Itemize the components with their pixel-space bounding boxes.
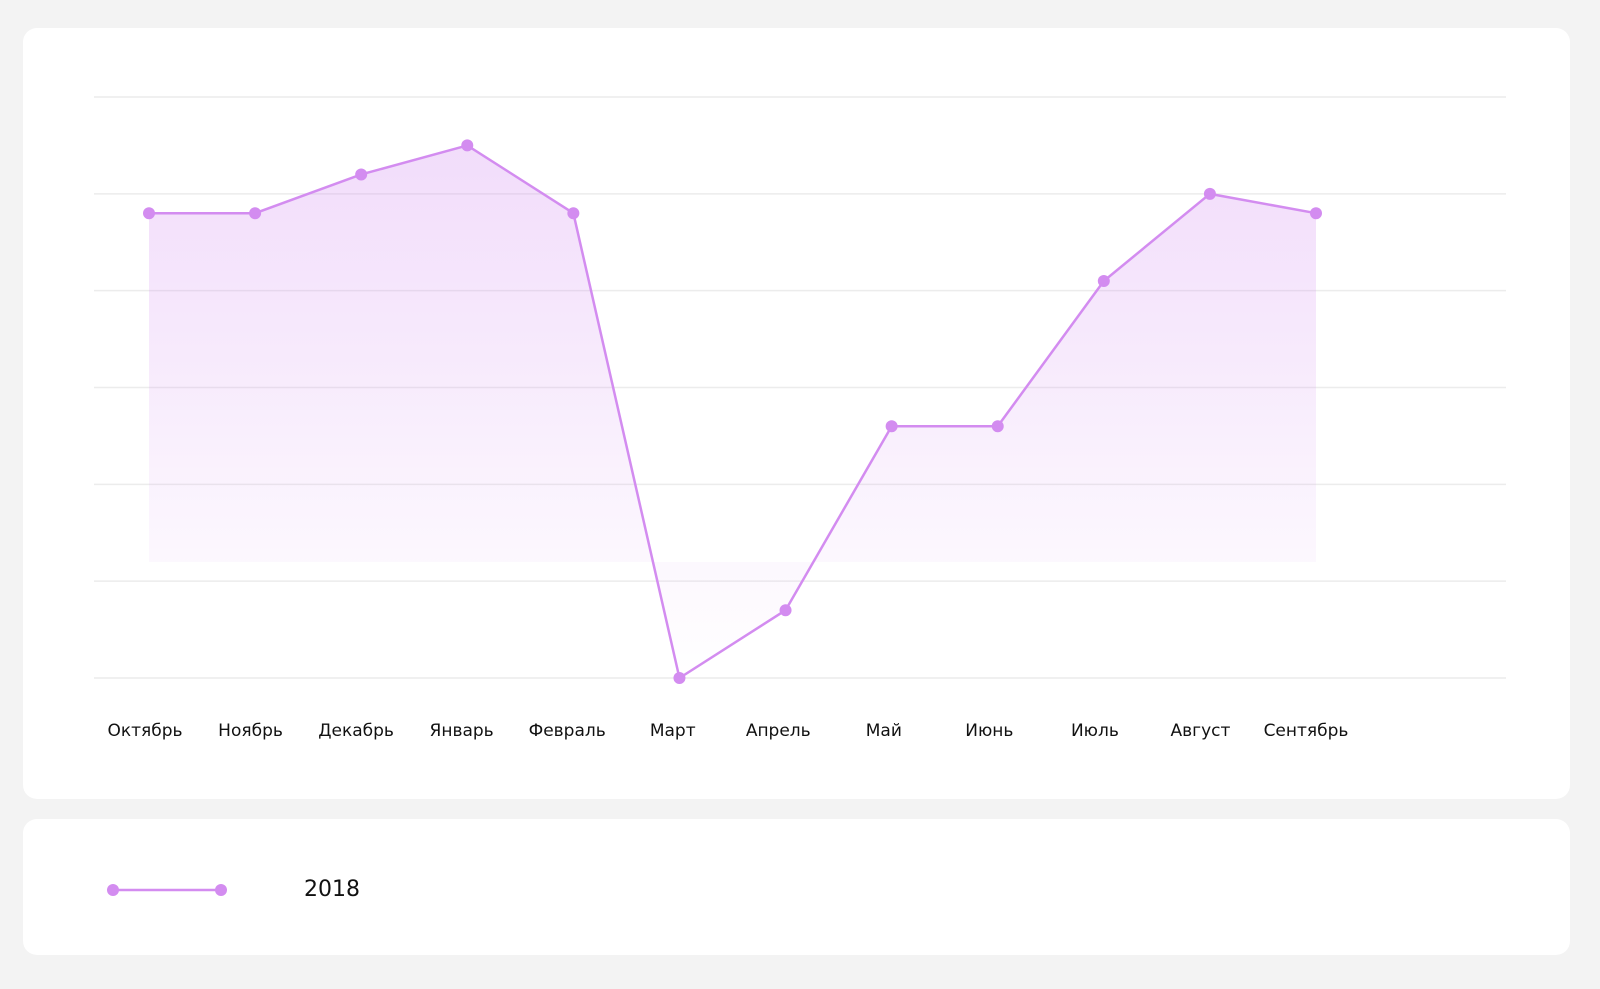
point <box>249 207 262 220</box>
point <box>143 207 155 220</box>
point <box>1097 274 1110 287</box>
point <box>885 420 898 433</box>
x-tick-label: Май <box>866 721 902 741</box>
x-tick-label: Январь <box>430 721 494 741</box>
x-tick-label: Июнь <box>965 721 1013 741</box>
legend-dot <box>107 884 119 896</box>
point <box>1203 187 1216 200</box>
x-tick-label: Декабрь <box>318 721 394 741</box>
point <box>567 207 580 220</box>
point <box>991 420 1004 433</box>
area <box>149 145 1316 678</box>
x-tick-label: Март <box>650 721 696 741</box>
line <box>149 144 1317 681</box>
x-tick-label: Февраль <box>529 721 606 741</box>
x-tick-label: Июль <box>1071 721 1119 741</box>
point <box>461 139 474 152</box>
point <box>673 672 686 684</box>
point <box>355 168 368 181</box>
x-tick-label: Август <box>1171 721 1231 741</box>
point <box>779 604 792 617</box>
x-tick-label: Сентябрь <box>1264 721 1349 741</box>
x-tick-label: Октябрь <box>107 721 182 741</box>
point <box>1310 207 1322 220</box>
legend-card <box>23 819 1570 955</box>
legend-dot <box>215 884 227 896</box>
x-tick-label: Ноябрь <box>218 721 283 741</box>
x-tick-label: Апрель <box>746 721 811 741</box>
legend-label: 2018 <box>304 877 360 902</box>
